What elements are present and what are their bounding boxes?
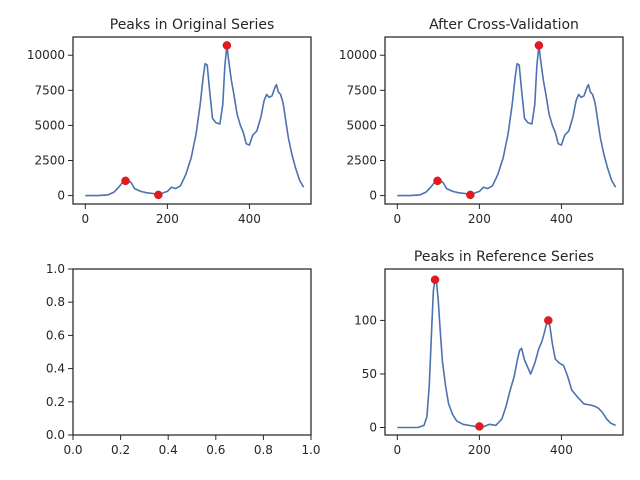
chart-title: After Cross-Validation [429,17,579,33]
x-tick-label: 0.8 [254,443,273,457]
x-tick-label: 1.0 [301,443,320,457]
y-tick-label: 0 [369,421,377,435]
axes-frame [384,36,624,205]
series-line [85,44,305,197]
plot-area: 0 200 400 0 50 100 [354,268,624,457]
chart-title: Peaks in Original Series [110,17,275,33]
subplot-empty: 0.0 0.2 0.4 0.6 0.8 1.0 0.0 0.2 0.4 0.6 0.8 1.0 [46,262,321,457]
axes-frame [72,268,312,436]
y-tick-label: 0 [57,189,65,203]
plot-area: 0 200 400 0 2500 5000 7500 10000 [339,36,624,226]
peak-marker [544,316,553,325]
x-tick-label: 200 [468,212,491,226]
peak-marker [466,190,475,200]
y-tick-label: 100 [354,313,377,327]
y-tick-label: 50 [362,367,377,381]
subplot-after-cross-validation: After Cross-Validation 0 200 400 0 2500 5000 7… [339,17,624,226]
y-tick-label: 10000 [27,48,65,62]
plot-area: 0.0 0.2 0.4 0.6 0.8 1.0 0.0 0.2 0.4 0.6 0.8 1.0 [46,262,321,457]
peak-marker [475,422,484,431]
x-tick-label: 0.2 [111,443,130,457]
y-tick-label: 0.4 [46,362,65,376]
y-tick-label: 7500 [34,83,65,97]
y-tick-label: 0.8 [46,295,65,309]
x-tick-label: 200 [468,443,491,457]
y-tick-label: 0.0 [46,428,65,442]
axes-frame [384,268,624,436]
chart-title: Peaks in Reference Series [414,249,594,265]
axes-frame [72,36,312,205]
peak-marker [121,176,130,186]
peak-marker [222,41,232,50]
y-tick-label: 0.6 [46,328,65,342]
x-tick-label: 400 [238,212,261,226]
x-tick-label: 400 [550,212,573,226]
x-tick-label: 0.4 [159,443,178,457]
y-tick-label: 2500 [34,153,65,167]
peak-marker [430,275,440,284]
y-tick-label: 0.2 [46,395,65,409]
subplot-original-series: Peaks in Original Series 0 200 400 0 2500 500… [27,17,312,226]
peak-marker [154,190,163,200]
y-tick-label: 0 [369,189,377,203]
peak-marker [433,176,442,186]
y-tick-label: 5000 [34,118,65,132]
x-tick-label: 200 [156,212,179,226]
x-tick-label: 0 [393,212,401,226]
plot-area: 0 200 400 0 2500 5000 7500 10000 [27,36,312,226]
series-line [397,278,616,429]
x-tick-label: 0 [393,443,401,457]
y-tick-label: 2500 [346,153,377,167]
x-tick-label: 400 [550,443,573,457]
x-tick-label: 0.0 [63,443,82,457]
x-tick-label: 0.6 [206,443,225,457]
y-tick-label: 1.0 [46,262,65,276]
y-tick-label: 10000 [339,48,377,62]
peak-marker [534,41,544,50]
y-tick-label: 7500 [346,83,377,97]
x-tick-label: 0 [81,212,89,226]
y-tick-label: 5000 [346,118,377,132]
subplot-reference-series: Peaks in Reference Series 0 200 400 0 50 100 [354,249,624,457]
series-line [397,44,617,197]
